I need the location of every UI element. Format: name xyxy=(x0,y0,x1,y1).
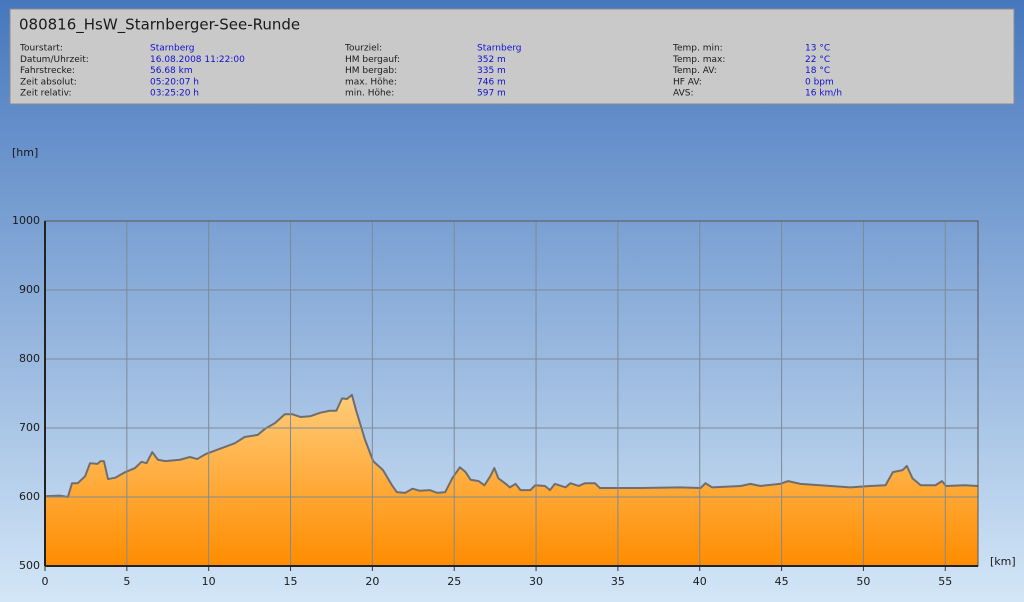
info-value: 13 °C xyxy=(805,44,830,54)
info-value: 18 °C xyxy=(805,66,830,76)
info-label: Datum/Uhrzeit: xyxy=(20,55,89,65)
x-tick-label: 30 xyxy=(529,575,543,588)
info-label: Zeit absolut: xyxy=(20,77,77,87)
info-label: max. Höhe: xyxy=(345,77,397,87)
chart-title: 080816_HsW_Starnberger-See-Runde xyxy=(19,16,300,35)
info-value: 352 m xyxy=(477,55,506,65)
info-value: 03:25:20 h xyxy=(150,89,199,99)
y-tick-label: 700 xyxy=(19,421,40,434)
info-value: 335 m xyxy=(477,66,506,76)
x-tick-label: 0 xyxy=(42,575,49,588)
x-tick-label: 55 xyxy=(938,575,952,588)
area xyxy=(45,394,978,566)
info-value: Starnberg xyxy=(150,44,195,54)
x-axis-label: [km] xyxy=(990,555,1016,568)
y-tick-label: 600 xyxy=(19,490,40,503)
x-tick-label: 40 xyxy=(693,575,707,588)
info-label: Temp. min: xyxy=(672,44,723,54)
x-tick-label: 20 xyxy=(365,575,379,588)
info-value: 22 °C xyxy=(805,55,830,65)
x-tick-label: 25 xyxy=(447,575,461,588)
info-value: 0 bpm xyxy=(805,77,834,87)
x-tick-label: 45 xyxy=(775,575,789,588)
info-label: AVS: xyxy=(673,89,693,99)
info-label: Zeit relativ: xyxy=(20,89,72,99)
info-label: Temp. max: xyxy=(672,55,725,65)
info-value: 597 m xyxy=(477,89,506,99)
info-panel xyxy=(9,8,1015,105)
info-label: Fahrstrecke: xyxy=(20,66,75,76)
x-tick-label: 50 xyxy=(856,575,870,588)
x-tick-label: 5 xyxy=(123,575,130,588)
info-value: 56.68 km xyxy=(150,66,193,76)
info-label: HM bergauf: xyxy=(345,55,400,65)
line xyxy=(44,393,979,498)
x-tick-label: 10 xyxy=(202,575,216,588)
y-tick-label: 800 xyxy=(19,352,40,365)
info-value: 16.08.2008 11:22:00 xyxy=(150,55,245,65)
info-label: Tourziel: xyxy=(344,44,382,54)
info-value: 746 m xyxy=(477,77,506,87)
y-tick-label: 900 xyxy=(19,283,40,296)
x-tick-label: 15 xyxy=(284,575,298,588)
info-label: min. Höhe: xyxy=(345,89,394,99)
x-tick-label: 35 xyxy=(611,575,625,588)
info-value: Starnberg xyxy=(477,44,522,54)
info-label: HM bergab: xyxy=(345,66,397,76)
info-value: 16 km/h xyxy=(805,89,842,99)
y-tick-label: 1000 xyxy=(12,214,40,227)
info-label: Temp. AV: xyxy=(672,66,717,76)
y-tick-label: 500 xyxy=(19,559,40,572)
info-label: Tourstart: xyxy=(19,44,63,54)
y-axis-label: [hm] xyxy=(12,146,38,159)
info-label: HF AV: xyxy=(673,77,702,87)
info-value: 05:20:07 h xyxy=(150,77,199,87)
